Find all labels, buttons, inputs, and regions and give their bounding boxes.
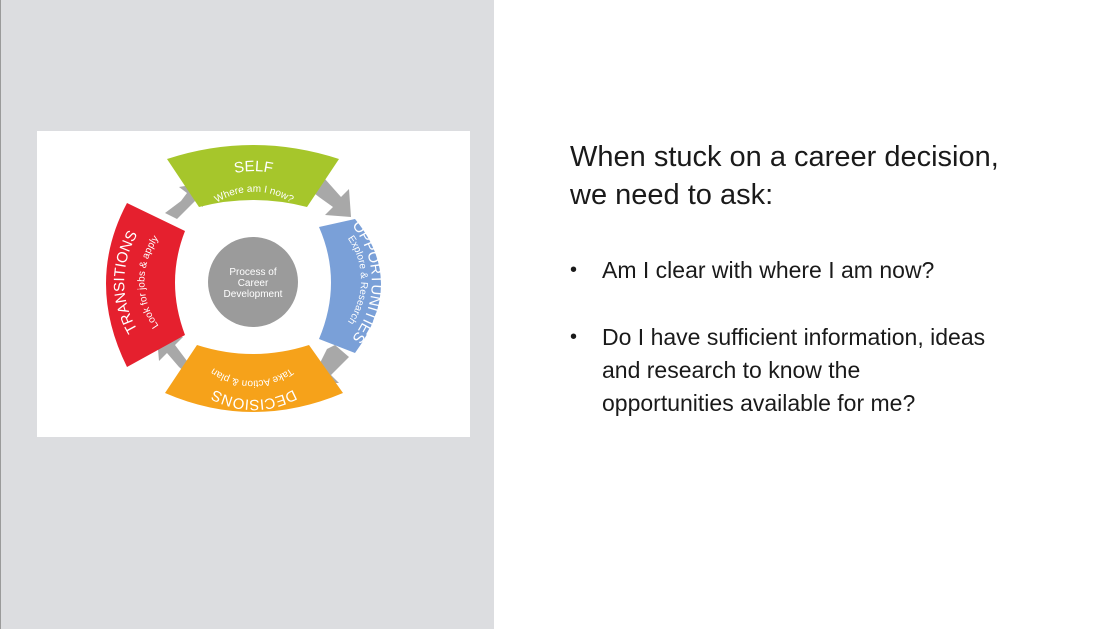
bullet-2-line-3: opportunities available for me? [602, 390, 916, 416]
bullet-text: Do I have sufficient information, ideas … [602, 321, 1090, 420]
cycle-diagram: SELF Where am I now? OPPORTUNITIES Explo… [106, 145, 385, 413]
center-label-line-2: Career [238, 278, 269, 289]
bullet-2-line-2: and research to know the [602, 357, 861, 383]
segment-self-title: SELF [233, 158, 275, 177]
bullet-2-line-1: Do I have sufficient information, ideas [602, 324, 986, 350]
left-panel: SELF Where am I now? OPPORTUNITIES Explo… [0, 0, 494, 629]
slide-heading-line-1: When stuck on a career decision, [570, 141, 999, 173]
center-circle [208, 237, 298, 327]
bullet-item: • Do I have sufficient information, idea… [570, 321, 1090, 420]
bullet-1-line-1: Am I clear with where I am now? [602, 257, 935, 283]
slide-text-panel: When stuck on a career decision, we need… [570, 138, 1090, 454]
bullet-dot: • [570, 259, 578, 281]
arrow-self-to-opportunities [309, 179, 351, 217]
center-label-line-1: Process of [229, 267, 276, 278]
segment-self [167, 145, 339, 207]
segment-opportunities [319, 219, 381, 353]
segment-decisions [165, 345, 343, 412]
bullet-text: Am I clear with where I am now? [602, 254, 1090, 287]
career-development-diagram: SELF Where am I now? OPPORTUNITIES Explo… [37, 131, 470, 437]
center-label-line-3: Development [224, 289, 283, 300]
bullet-item: • Am I clear with where I am now? [570, 254, 1090, 287]
slide-heading-line-2: we need to ask: [570, 179, 774, 211]
slide-heading: When stuck on a career decision, we need… [570, 138, 1090, 214]
segment-transitions [106, 203, 185, 367]
bullet-dot: • [570, 326, 578, 348]
bullet-list: • Am I clear with where I am now? • Do I… [570, 254, 1090, 420]
